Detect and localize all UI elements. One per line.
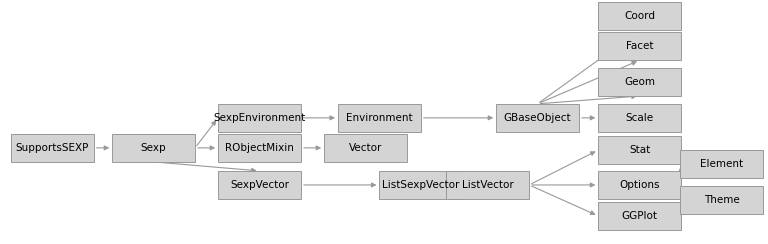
Text: Facet: Facet — [626, 41, 654, 51]
Text: Stat: Stat — [629, 145, 650, 155]
Text: ListSexpVector: ListSexpVector — [382, 180, 459, 190]
Text: Sexp: Sexp — [141, 143, 167, 153]
FancyBboxPatch shape — [680, 186, 763, 214]
FancyBboxPatch shape — [598, 104, 681, 132]
Text: Theme: Theme — [704, 195, 740, 205]
FancyBboxPatch shape — [598, 136, 681, 164]
Text: SexpEnvironment: SexpEnvironment — [214, 113, 306, 123]
Text: SexpVector: SexpVector — [230, 180, 289, 190]
FancyBboxPatch shape — [218, 171, 301, 199]
FancyBboxPatch shape — [446, 171, 529, 199]
FancyBboxPatch shape — [598, 68, 681, 96]
Text: Geom: Geom — [624, 77, 655, 87]
FancyBboxPatch shape — [338, 104, 421, 132]
Text: Element: Element — [700, 159, 743, 169]
FancyBboxPatch shape — [680, 150, 763, 178]
FancyBboxPatch shape — [598, 202, 681, 230]
Text: GGPlot: GGPlot — [622, 211, 657, 221]
Text: Vector: Vector — [349, 143, 382, 153]
FancyBboxPatch shape — [496, 104, 579, 132]
Text: GBaseObject: GBaseObject — [504, 113, 571, 123]
Text: Environment: Environment — [346, 113, 412, 123]
Text: RObjectMixin: RObjectMixin — [225, 143, 294, 153]
FancyBboxPatch shape — [598, 171, 681, 199]
FancyBboxPatch shape — [598, 2, 681, 30]
FancyBboxPatch shape — [218, 104, 301, 132]
Text: Scale: Scale — [626, 113, 654, 123]
FancyBboxPatch shape — [112, 134, 195, 162]
Text: ListVector: ListVector — [462, 180, 514, 190]
Text: SupportsSEXP: SupportsSEXP — [15, 143, 89, 153]
FancyBboxPatch shape — [324, 134, 407, 162]
Text: Coord: Coord — [624, 11, 655, 21]
FancyBboxPatch shape — [379, 171, 462, 199]
FancyBboxPatch shape — [218, 134, 301, 162]
FancyBboxPatch shape — [598, 32, 681, 60]
Text: Options: Options — [620, 180, 660, 190]
FancyBboxPatch shape — [11, 134, 94, 162]
